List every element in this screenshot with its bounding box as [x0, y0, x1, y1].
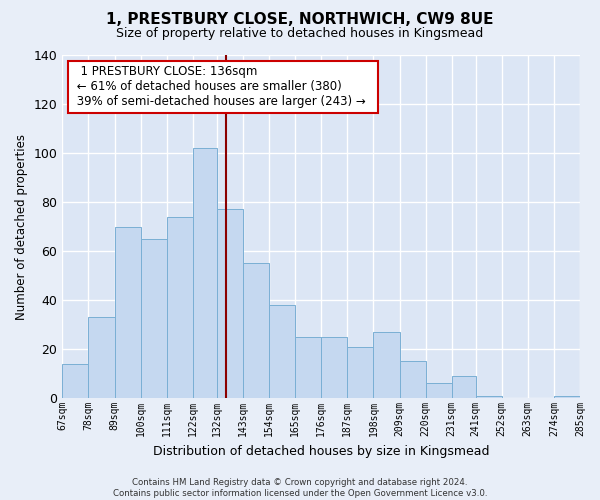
- Bar: [62, 364, 88, 398]
- X-axis label: Distribution of detached houses by size in Kingsmead: Distribution of detached houses by size …: [153, 444, 490, 458]
- Bar: [347, 346, 373, 398]
- Bar: [269, 305, 295, 398]
- Bar: [554, 396, 580, 398]
- Bar: [115, 226, 140, 398]
- Bar: [373, 332, 400, 398]
- Bar: [321, 337, 347, 398]
- Bar: [295, 337, 321, 398]
- Bar: [217, 210, 243, 398]
- Bar: [400, 362, 425, 398]
- Text: 1, PRESTBURY CLOSE, NORTHWICH, CW9 8UE: 1, PRESTBURY CLOSE, NORTHWICH, CW9 8UE: [106, 12, 494, 28]
- Text: 1 PRESTBURY CLOSE: 136sqm
 ← 61% of detached houses are smaller (380)
 39% of se: 1 PRESTBURY CLOSE: 136sqm ← 61% of detac…: [73, 66, 373, 108]
- Bar: [425, 384, 452, 398]
- Bar: [193, 148, 217, 398]
- Bar: [140, 239, 167, 398]
- Bar: [476, 396, 502, 398]
- Y-axis label: Number of detached properties: Number of detached properties: [15, 134, 28, 320]
- Bar: [243, 264, 269, 398]
- Bar: [452, 376, 476, 398]
- Bar: [88, 318, 115, 398]
- Text: Size of property relative to detached houses in Kingsmead: Size of property relative to detached ho…: [116, 28, 484, 40]
- Text: Contains HM Land Registry data © Crown copyright and database right 2024.
Contai: Contains HM Land Registry data © Crown c…: [113, 478, 487, 498]
- Bar: [167, 217, 193, 398]
